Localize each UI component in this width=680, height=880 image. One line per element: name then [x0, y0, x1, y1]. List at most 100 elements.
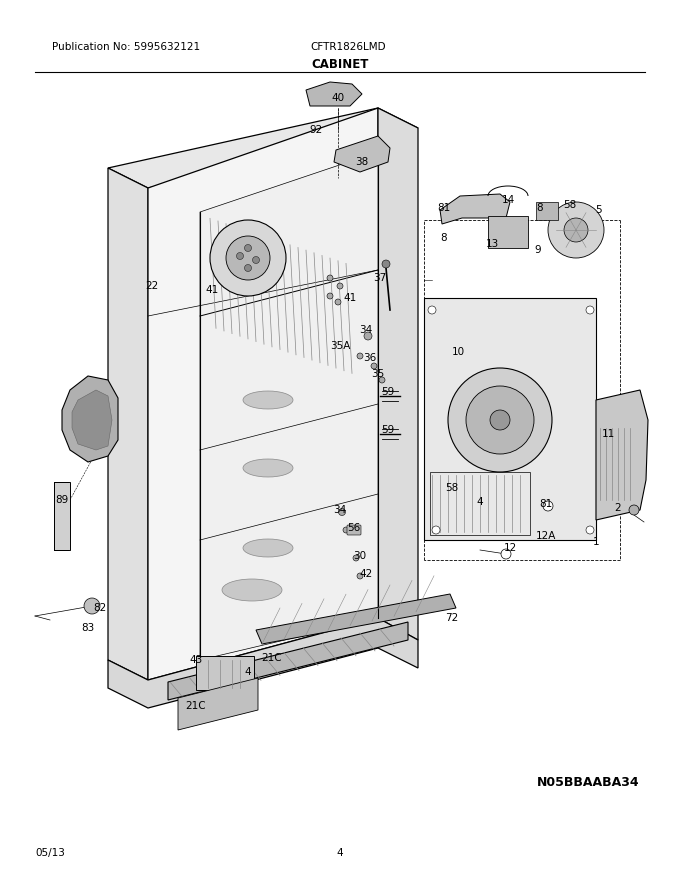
Text: 81: 81	[437, 203, 451, 213]
Text: CABINET: CABINET	[311, 58, 369, 71]
Polygon shape	[200, 152, 378, 660]
Text: 89: 89	[55, 495, 69, 505]
Text: 43: 43	[189, 655, 203, 665]
FancyBboxPatch shape	[347, 525, 361, 535]
Polygon shape	[256, 594, 456, 644]
Text: 35: 35	[371, 369, 385, 379]
Polygon shape	[378, 108, 418, 640]
FancyBboxPatch shape	[536, 202, 558, 220]
Circle shape	[543, 501, 553, 511]
Polygon shape	[62, 376, 118, 462]
Ellipse shape	[243, 391, 293, 409]
Circle shape	[586, 306, 594, 314]
Text: 2: 2	[615, 503, 622, 513]
Text: 12A: 12A	[536, 531, 556, 541]
Text: 83: 83	[82, 623, 95, 633]
Circle shape	[357, 353, 363, 359]
Text: 41: 41	[205, 285, 219, 295]
Text: 34: 34	[333, 505, 347, 515]
Ellipse shape	[222, 579, 282, 601]
Circle shape	[252, 256, 260, 263]
Text: 14: 14	[501, 195, 515, 205]
Text: 59: 59	[381, 425, 394, 435]
Polygon shape	[168, 622, 408, 700]
Circle shape	[245, 265, 252, 272]
Text: 11: 11	[601, 429, 615, 439]
Ellipse shape	[243, 459, 293, 477]
Text: 56: 56	[347, 523, 360, 533]
Text: 4: 4	[245, 667, 252, 677]
Circle shape	[364, 332, 372, 340]
Circle shape	[466, 386, 534, 454]
Text: 10: 10	[452, 347, 464, 357]
Text: 81: 81	[539, 499, 553, 509]
Text: CFTR1826LMD: CFTR1826LMD	[310, 42, 386, 52]
Text: 36: 36	[363, 353, 377, 363]
Polygon shape	[108, 618, 418, 708]
Circle shape	[335, 299, 341, 305]
Text: 34: 34	[359, 325, 373, 335]
Text: 21C: 21C	[186, 701, 206, 711]
Text: 82: 82	[93, 603, 107, 613]
Text: 58: 58	[563, 200, 577, 210]
Circle shape	[343, 527, 349, 533]
Polygon shape	[108, 168, 148, 680]
Text: 59: 59	[381, 387, 394, 397]
Circle shape	[337, 283, 343, 289]
Circle shape	[448, 368, 552, 472]
Text: N05BBAABA34: N05BBAABA34	[537, 776, 640, 789]
Text: 5: 5	[595, 205, 601, 215]
Circle shape	[564, 218, 588, 242]
Circle shape	[357, 573, 363, 579]
Polygon shape	[108, 108, 418, 188]
Polygon shape	[72, 390, 112, 450]
Text: 58: 58	[445, 483, 458, 493]
FancyBboxPatch shape	[196, 656, 254, 690]
FancyBboxPatch shape	[54, 482, 70, 550]
Text: 12: 12	[503, 543, 517, 553]
Circle shape	[382, 260, 390, 268]
Polygon shape	[334, 136, 390, 172]
Text: 4: 4	[477, 497, 483, 507]
Circle shape	[548, 202, 604, 258]
Text: 40: 40	[331, 93, 345, 103]
Circle shape	[353, 555, 359, 561]
Circle shape	[379, 377, 385, 383]
Circle shape	[629, 505, 639, 515]
Circle shape	[490, 410, 510, 430]
Text: 22: 22	[146, 281, 158, 291]
Ellipse shape	[243, 539, 293, 557]
Text: 8: 8	[441, 233, 447, 243]
Circle shape	[586, 526, 594, 534]
Text: 9: 9	[534, 245, 541, 255]
Circle shape	[432, 526, 440, 534]
Text: 30: 30	[354, 551, 367, 561]
FancyBboxPatch shape	[488, 216, 528, 248]
Polygon shape	[440, 194, 510, 224]
Text: 13: 13	[486, 239, 498, 249]
Text: 4: 4	[337, 848, 343, 858]
Polygon shape	[596, 390, 648, 520]
Text: 35A: 35A	[330, 341, 350, 351]
Circle shape	[84, 598, 100, 614]
Circle shape	[501, 549, 511, 559]
Circle shape	[210, 220, 286, 296]
Circle shape	[237, 253, 243, 260]
Polygon shape	[178, 678, 258, 730]
Polygon shape	[148, 108, 378, 680]
Text: 38: 38	[356, 157, 369, 167]
Circle shape	[226, 236, 270, 280]
Polygon shape	[306, 82, 362, 106]
Circle shape	[245, 245, 252, 252]
Text: 37: 37	[373, 273, 387, 283]
Text: 72: 72	[445, 613, 458, 623]
Text: 05/13: 05/13	[35, 848, 65, 858]
Polygon shape	[424, 298, 596, 540]
Text: Publication No: 5995632121: Publication No: 5995632121	[52, 42, 200, 52]
Circle shape	[327, 293, 333, 299]
Text: 8: 8	[537, 203, 543, 213]
Text: 92: 92	[309, 125, 322, 135]
Text: 21C: 21C	[262, 653, 282, 663]
Text: 41: 41	[343, 293, 356, 303]
Text: 1: 1	[593, 537, 599, 547]
